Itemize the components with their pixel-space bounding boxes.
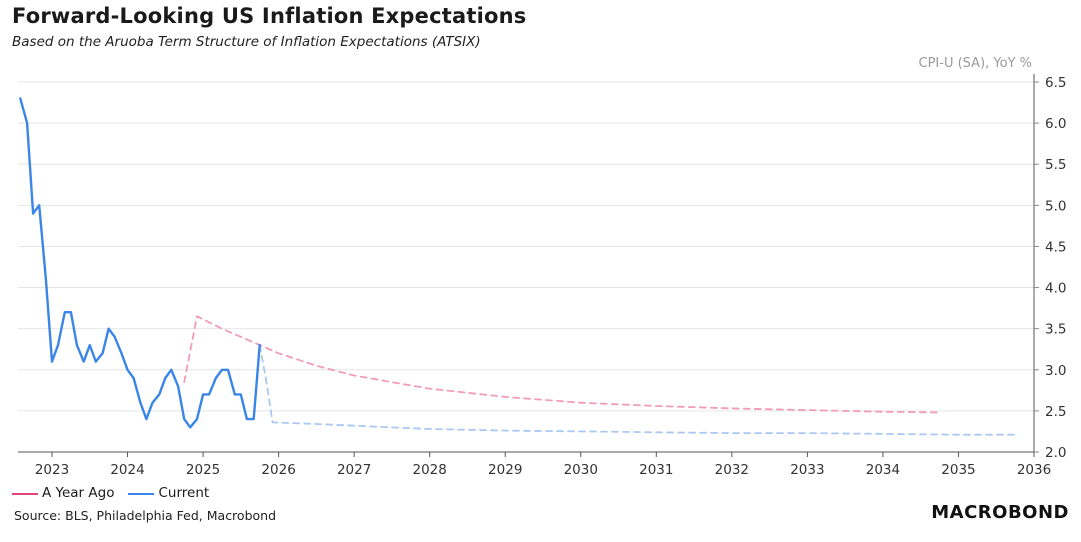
x-tick-label-3: 2026 bbox=[261, 462, 295, 478]
chart-title: Forward-Looking US Inflation Expectation… bbox=[12, 4, 527, 28]
x-tick-label-7: 2030 bbox=[564, 462, 598, 478]
series-line-a-year-ago-projection bbox=[183, 315, 941, 414]
y-tick-label-2: 3.0 bbox=[1045, 363, 1066, 379]
y-tick-label-9: 6.5 bbox=[1045, 75, 1066, 91]
x-tick-label-0: 2023 bbox=[35, 462, 69, 478]
y-tick-label-8: 6.0 bbox=[1045, 116, 1066, 132]
unit-label: CPI-U (SA), YoY % bbox=[918, 56, 1032, 71]
x-tick-label-4: 2027 bbox=[337, 462, 371, 478]
x-tick-label-13: 2036 bbox=[1017, 462, 1051, 478]
legend-label-current: Current bbox=[158, 485, 210, 501]
y-tick-label-0: 2.0 bbox=[1045, 445, 1066, 461]
grid-lines bbox=[18, 81, 1034, 412]
y-tick-label-7: 5.5 bbox=[1045, 157, 1066, 173]
y-axis-ticks: 2.0 2.5 3.0 3.5 4.0 4.5 5.0 5.5 6.0 6.5 bbox=[1034, 75, 1066, 461]
x-axis-ticks: 2023 2024 2025 2026 2027 2028 2029 2030 2031 2032… bbox=[35, 452, 1051, 478]
legend: A Year Ago Current bbox=[12, 485, 223, 501]
x-tick-label-8: 2031 bbox=[639, 462, 673, 478]
x-tick-label-10: 2033 bbox=[790, 462, 824, 478]
x-tick-label-6: 2029 bbox=[488, 462, 522, 478]
series-line-current bbox=[19, 97, 261, 429]
series-line-current-projection bbox=[258, 344, 1016, 436]
legend-swatch-a-year-ago bbox=[12, 493, 38, 495]
y-tick-label-3: 3.5 bbox=[1045, 322, 1066, 338]
y-tick-label-1: 2.5 bbox=[1045, 404, 1066, 420]
legend-label-a-year-ago: A Year Ago bbox=[42, 485, 115, 501]
source-note: Source: BLS, Philadelphia Fed, Macrobond bbox=[14, 508, 277, 523]
y-tick-label-4: 4.0 bbox=[1045, 281, 1066, 297]
y-tick-label-6: 5.0 bbox=[1045, 198, 1066, 214]
legend-item-current: Current bbox=[128, 485, 209, 501]
axes bbox=[18, 74, 1035, 453]
x-tick-label-9: 2032 bbox=[715, 462, 749, 478]
legend-item-a-year-ago: A Year Ago bbox=[12, 485, 114, 501]
x-tick-label-1: 2024 bbox=[110, 462, 144, 478]
x-tick-label-11: 2034 bbox=[866, 462, 900, 478]
x-tick-label-5: 2028 bbox=[413, 462, 447, 478]
x-tick-label-2: 2025 bbox=[186, 462, 220, 478]
x-tick-label-12: 2035 bbox=[941, 462, 975, 478]
y-tick-label-5: 4.5 bbox=[1045, 239, 1066, 255]
chart-subtitle: Based on the Aruoba Term Structure of In… bbox=[12, 34, 481, 50]
legend-swatch-current bbox=[128, 493, 155, 495]
macrobond-logo: MACROBOND bbox=[931, 502, 1069, 523]
series-lines bbox=[19, 97, 1016, 436]
